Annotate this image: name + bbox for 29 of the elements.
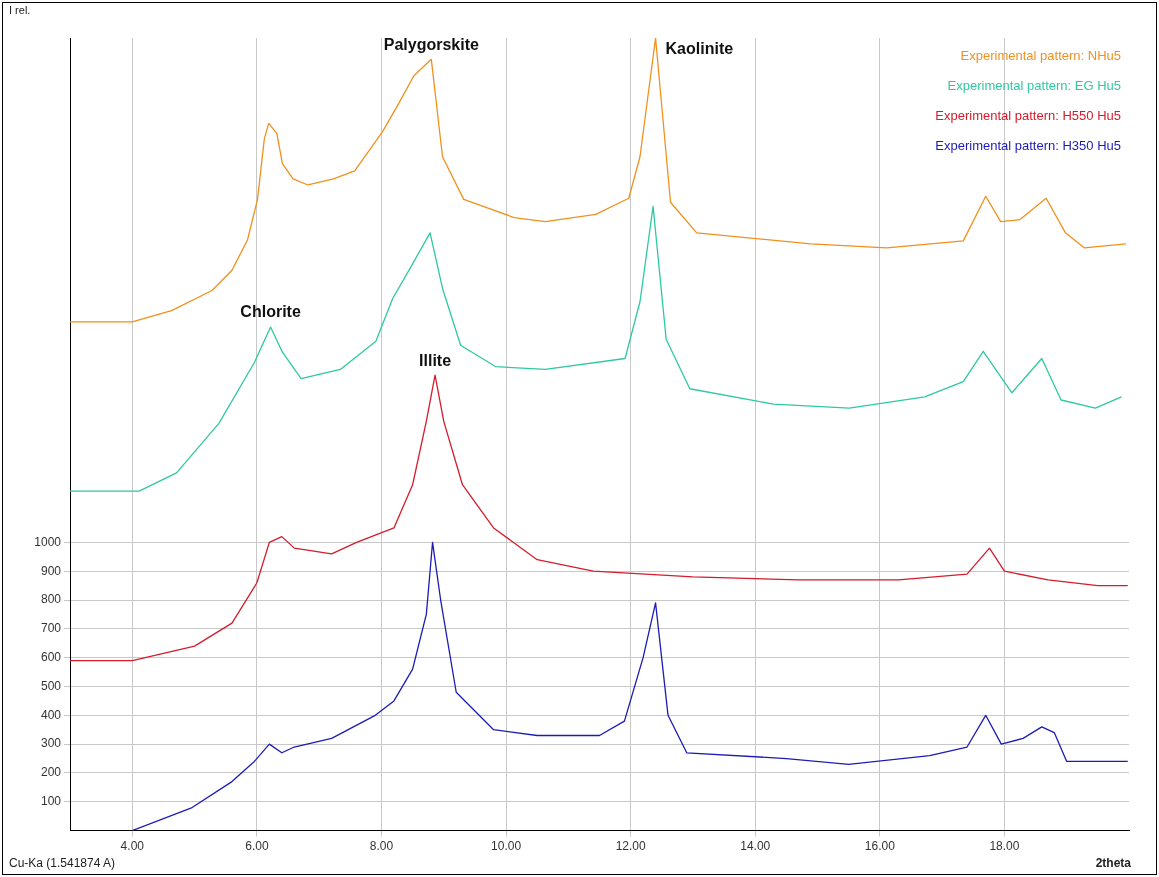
- annotation: Kaolinite: [665, 40, 734, 58]
- x-tick-label: 14.00: [740, 839, 771, 854]
- y-tick-label: 500: [40, 678, 62, 693]
- text: Experimental pattern: EG Hu5: [947, 77, 1121, 93]
- y-tick-label: 800: [40, 592, 62, 607]
- annotation: Illite: [419, 351, 452, 369]
- y-tick-label: 300: [40, 736, 62, 751]
- annotation: Chlorite: [240, 303, 301, 321]
- x-tick-label: 12.00: [615, 839, 646, 854]
- x-tick-label: 18.00: [989, 839, 1020, 854]
- text: Experimental pattern: NHu5: [960, 47, 1121, 63]
- text: Cu-Ka (1.541874 A): [9, 856, 116, 870]
- y-tick-label: 700: [40, 621, 62, 636]
- y-tick-label: 600: [40, 649, 62, 664]
- y-tick-label: 100: [40, 794, 62, 809]
- y-tick-label: 200: [40, 765, 62, 780]
- text: Experimental pattern: H550 Hu5: [935, 107, 1121, 123]
- annotation: Palygorskite: [383, 35, 479, 53]
- x-tick-label: 4.00: [120, 839, 145, 854]
- text: Experimental pattern: H350 Hu5: [935, 137, 1121, 153]
- x-axis-title: 2theta: [1095, 856, 1131, 870]
- y-tick-label: 1000: [34, 534, 62, 549]
- x-tick-label: 10.00: [491, 839, 522, 854]
- x-tick-label: 6.00: [245, 839, 269, 854]
- x-tick-label: 8.00: [369, 839, 394, 854]
- x-tick-label: 16.00: [864, 839, 896, 854]
- y-tick-label: 400: [40, 707, 62, 722]
- y-axis-title: I rel.: [9, 4, 31, 16]
- y-tick-label: 900: [40, 563, 62, 578]
